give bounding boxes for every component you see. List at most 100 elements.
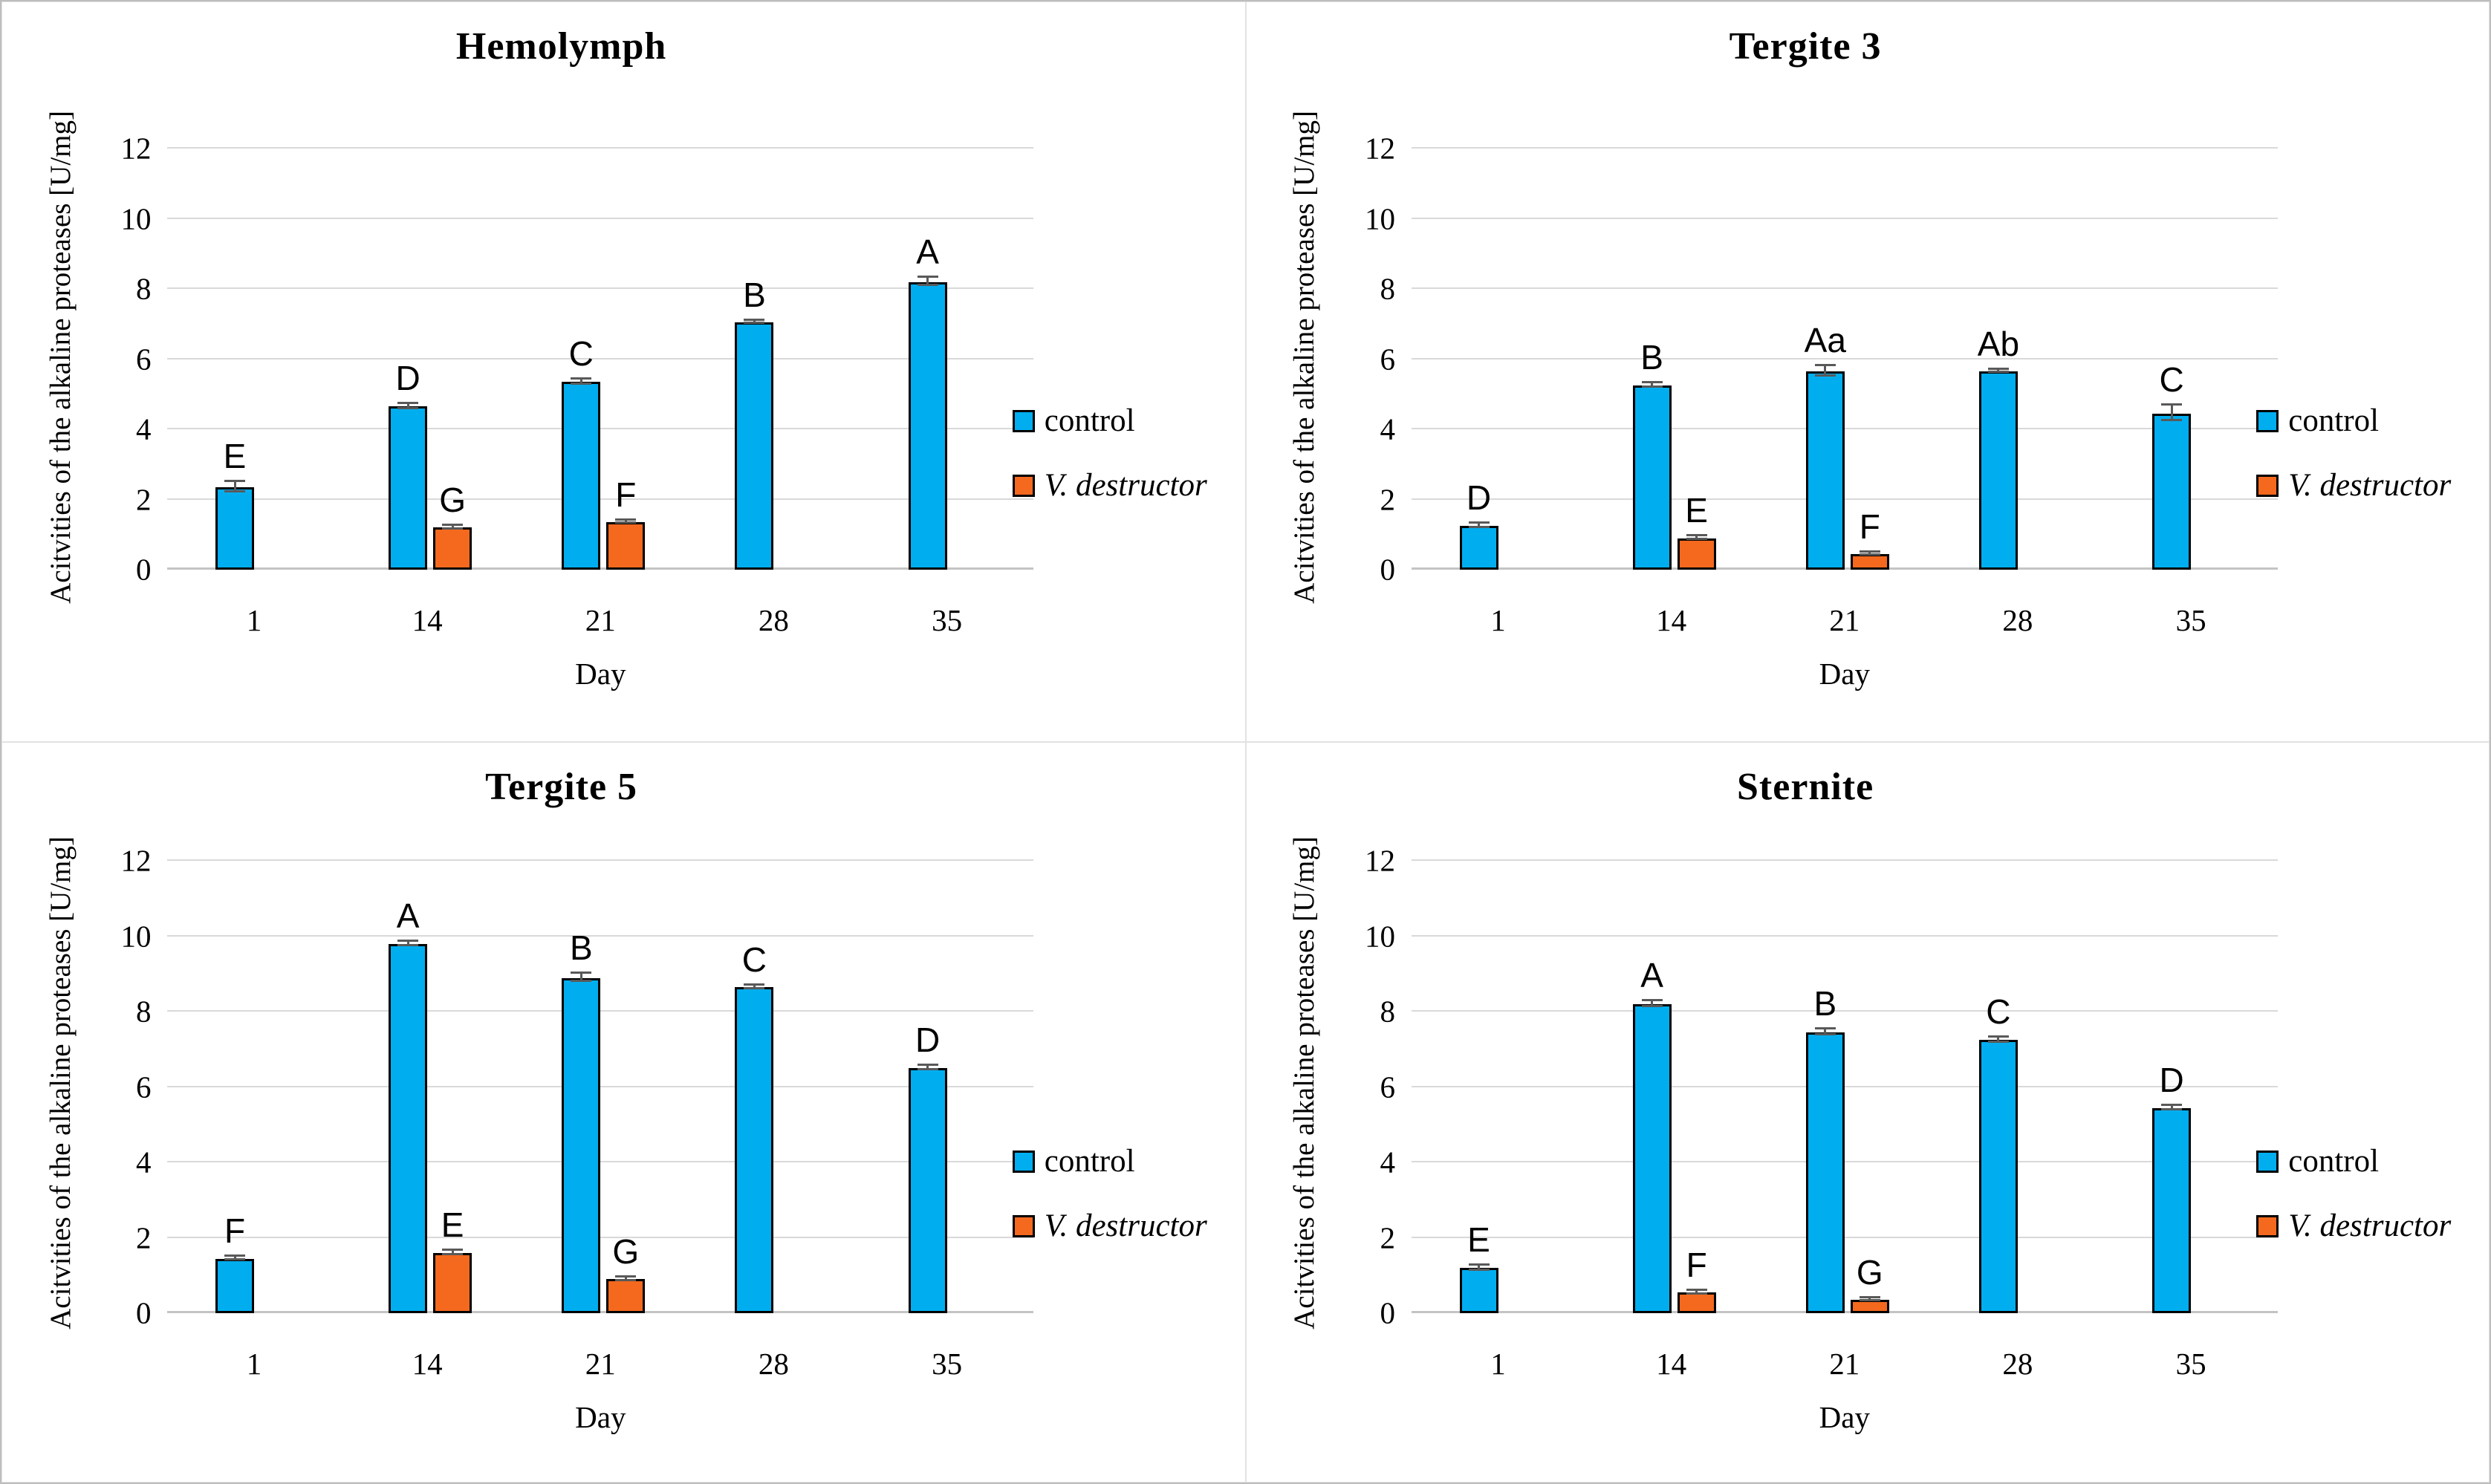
gridline-y4	[167, 428, 1034, 430]
error-bar-cap	[1859, 1299, 1880, 1302]
y-axis-label: Acitvities of the alkaline proteases [U/…	[1288, 836, 1320, 1330]
significance-letter-A: A	[396, 896, 420, 935]
significance-letter-B: B	[569, 928, 593, 968]
varroa-bar-day-14	[433, 1252, 472, 1314]
control-bar-day-28	[1978, 1040, 2018, 1314]
y-tick-label: 12	[1364, 131, 1395, 166]
significance-letter-C: C	[568, 333, 594, 373]
legend: control V. destructor	[1012, 1145, 1207, 1275]
error-bar-cap	[1814, 1027, 1836, 1030]
error-bar-cap	[1859, 1296, 1880, 1299]
significance-letter-E: E	[441, 1205, 464, 1244]
error-bar	[1478, 1265, 1480, 1271]
day-group-1: E	[1412, 861, 1585, 1314]
error-bar-cap	[615, 1278, 637, 1281]
y-tick-label: 0	[1380, 552, 1395, 587]
error-bar-cap	[1859, 553, 1880, 556]
error-bar-cap	[1814, 374, 1836, 377]
control-bar-day-21	[562, 382, 601, 570]
error-bar-cap	[1814, 364, 1836, 367]
control-bar-day-14	[1632, 1004, 1672, 1314]
y-tick-label: 12	[120, 131, 152, 166]
control-swatch-icon	[1012, 409, 1035, 432]
gridline-y6	[167, 357, 1034, 359]
day-group-35: C	[2105, 149, 2278, 570]
control-swatch-icon	[2256, 409, 2279, 432]
significance-letter-A: A	[1640, 956, 1663, 995]
error-bar-cap	[571, 972, 592, 974]
y-tick-label: 4	[1380, 1145, 1395, 1179]
y-tick-label: 6	[1380, 342, 1395, 377]
panel-tergite-3: Tergite 3 Acitvities of the alkaline pro…	[1245, 1, 2490, 742]
error-bar-cap	[442, 524, 464, 527]
y-tick-label: 12	[1364, 843, 1395, 878]
error-bar	[451, 1250, 454, 1255]
legend-label-varroa: V. destructor	[2288, 1208, 2452, 1244]
error-bar-cap	[1468, 525, 1490, 528]
legend-label-varroa: V. destructor	[1044, 1208, 1207, 1244]
panel-hemolymph: Hemolymph Acitvities of the alkaline pro…	[1, 1, 1246, 742]
varroa-swatch-icon	[1012, 1214, 1035, 1237]
day-group-28: C	[1931, 861, 2104, 1314]
gridline-y0	[1411, 1311, 2278, 1314]
gridline-y8	[1411, 1010, 2278, 1012]
x-tick-label: 35	[932, 603, 963, 638]
gridline-y10	[167, 934, 1034, 937]
significance-letter-B: B	[1640, 337, 1663, 377]
error-bar-cap	[224, 1254, 245, 1257]
gridline-y2	[1411, 1236, 2278, 1238]
plot-area: Day 0 2 4 6 8 10 12 E 1 A F 14 B G 21 C 28 D 35	[1365, 845, 2278, 1434]
control-bar-day-1	[1459, 1268, 1498, 1314]
error-bar	[406, 941, 409, 946]
significance-letter-D: D	[915, 1021, 941, 1060]
error-bar-cap	[571, 377, 592, 380]
x-tick-label: 14	[412, 603, 443, 638]
control-bar-day-28	[735, 987, 774, 1314]
error-bar-cap	[397, 402, 419, 405]
x-axis-title: Day	[1819, 1400, 1870, 1435]
legend-item-varroa: V. destructor	[1012, 469, 1207, 501]
varroa-swatch-icon	[1012, 474, 1035, 497]
legend-label-varroa: V. destructor	[2288, 468, 2452, 504]
legend-item-varroa: V. destructor	[2256, 469, 2451, 501]
significance-letter-E: E	[1467, 1220, 1490, 1259]
legend-item-control: control	[1012, 405, 1207, 437]
gridline-y12	[1411, 859, 2278, 862]
gridline-y8	[1411, 287, 2278, 290]
x-axis-title: Day	[575, 1400, 626, 1435]
varroa-bar-day-21	[1850, 553, 1889, 570]
error-bar-cap	[1468, 1263, 1490, 1266]
gridline-y6	[1411, 1085, 2278, 1087]
y-tick-label: 2	[135, 1220, 152, 1255]
error-bar-cap	[615, 521, 637, 524]
control-bar-day-14	[389, 406, 428, 570]
error-bar-cap	[2161, 403, 2183, 406]
gridline-y0	[167, 1311, 1034, 1314]
x-tick-label: 35	[932, 1347, 963, 1382]
varroa-swatch-icon	[2256, 474, 2279, 497]
day-group-1: D	[1412, 149, 1585, 570]
x-tick-label: 1	[1490, 603, 1506, 638]
significance-letter-D: D	[2159, 1060, 2184, 1099]
plot-area: Day 0 2 4 6 8 10 12 E 1 D G 14 C F 21 B 28 A 35	[120, 133, 1034, 691]
error-bar-cap	[615, 1275, 637, 1278]
x-tick-label: 28	[758, 603, 789, 638]
varroa-swatch-icon	[2256, 1214, 2279, 1237]
y-tick-label: 10	[1364, 919, 1395, 954]
x-tick-label: 28	[2002, 603, 2033, 638]
day-group-28: B	[687, 149, 860, 570]
error-bar-cap	[1987, 1035, 2009, 1038]
error-bar-cap	[1686, 1292, 1707, 1295]
significance-letter-A: A	[916, 232, 939, 271]
error-bar-cap	[1859, 550, 1880, 553]
x-tick-label: 14	[1656, 603, 1687, 638]
day-group-1: E	[167, 149, 340, 570]
x-tick-label: 21	[585, 603, 616, 638]
error-bar-cap	[397, 943, 419, 946]
significance-letter-G: G	[612, 1232, 640, 1272]
error-bar-cap	[1686, 1288, 1707, 1291]
error-bar-cap	[917, 284, 938, 287]
y-tick-label: 8	[135, 271, 152, 306]
